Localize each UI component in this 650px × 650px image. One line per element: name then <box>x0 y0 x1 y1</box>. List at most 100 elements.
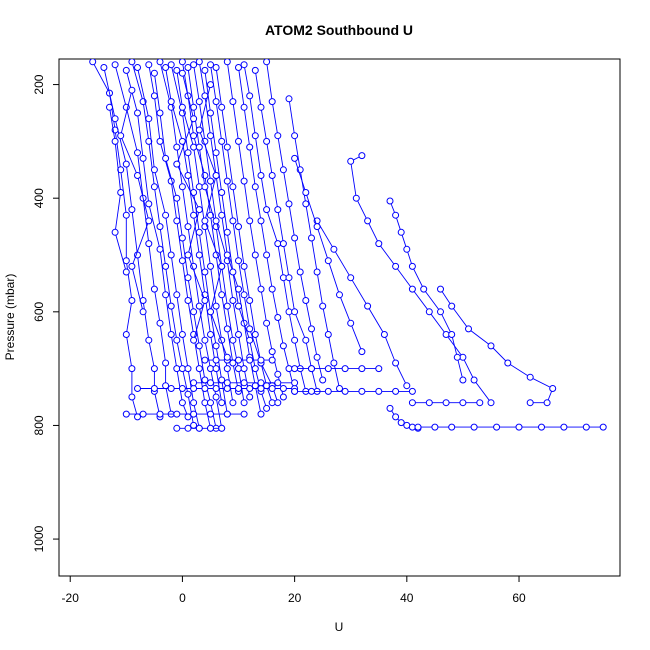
data-point <box>274 399 282 407</box>
data-point <box>195 126 203 134</box>
data-point <box>223 59 231 66</box>
data-point <box>195 59 203 66</box>
data-point <box>251 251 259 259</box>
data-point <box>341 365 349 373</box>
data-point <box>150 166 158 174</box>
data-point <box>145 137 153 145</box>
data-point <box>122 211 130 219</box>
series-3 <box>122 66 192 421</box>
data-point <box>201 297 209 304</box>
data-point <box>470 376 478 384</box>
data-point <box>212 98 220 106</box>
data-point <box>526 373 534 381</box>
data-point <box>134 172 141 179</box>
data-point <box>134 385 141 392</box>
data-point <box>178 257 186 265</box>
data-point <box>134 413 141 421</box>
data-point <box>291 234 299 242</box>
data-point <box>167 331 175 338</box>
series-line <box>114 64 172 415</box>
data-point <box>223 353 231 361</box>
data-point <box>465 325 472 333</box>
data-point <box>408 399 416 407</box>
data-point <box>302 189 310 196</box>
data-point <box>229 217 237 225</box>
data-point <box>408 262 416 270</box>
data-point <box>207 410 214 418</box>
data-point <box>162 359 170 367</box>
data-point <box>201 66 209 74</box>
series-line <box>187 67 245 403</box>
data-point <box>392 211 400 219</box>
data-point <box>195 98 203 106</box>
data-point <box>291 308 299 316</box>
data-point <box>173 424 181 432</box>
data-point <box>178 59 186 66</box>
data-point <box>111 228 119 236</box>
data-point <box>324 257 332 265</box>
data-point <box>218 399 226 407</box>
data-point <box>257 356 265 364</box>
data-point <box>251 66 259 74</box>
data-point <box>599 423 607 431</box>
data-point <box>111 61 119 69</box>
data-point <box>246 92 254 100</box>
data-point <box>173 217 181 225</box>
data-point <box>549 385 557 392</box>
data-point <box>145 240 153 248</box>
data-point <box>207 399 214 407</box>
data-point <box>218 424 226 432</box>
data-point <box>207 61 214 69</box>
data-point <box>122 410 130 418</box>
data-point <box>526 399 534 407</box>
series-13 <box>184 64 248 407</box>
data-point <box>195 424 203 432</box>
data-point <box>223 385 231 392</box>
data-point <box>117 132 125 140</box>
series-4 <box>128 59 198 429</box>
data-point <box>414 423 422 431</box>
series-0 <box>89 59 141 421</box>
data-point <box>487 399 495 407</box>
data-point <box>431 423 439 431</box>
data-point <box>347 274 355 282</box>
data-point <box>201 336 209 344</box>
data-point <box>375 365 383 373</box>
data-point <box>263 206 271 214</box>
series-line <box>288 98 340 389</box>
data-point <box>240 103 248 111</box>
series-5 <box>134 64 203 432</box>
data-point <box>156 319 164 327</box>
data-point <box>397 228 405 236</box>
data-point <box>150 385 158 392</box>
data-point <box>178 331 186 338</box>
data-point <box>162 211 170 219</box>
data-point <box>201 376 209 384</box>
series-9 <box>162 64 226 407</box>
data-point <box>408 387 416 395</box>
series-12 <box>178 59 242 395</box>
series-line <box>254 70 318 392</box>
data-point <box>493 423 501 431</box>
data-point <box>122 257 130 265</box>
data-point <box>184 223 192 231</box>
data-point <box>122 160 130 168</box>
data-point <box>308 387 315 395</box>
series-line <box>103 67 161 417</box>
data-point <box>150 285 158 293</box>
data-point <box>279 393 287 401</box>
data-point <box>212 172 220 179</box>
data-point <box>207 308 214 316</box>
series-2 <box>111 61 175 418</box>
data-point <box>257 285 265 293</box>
data-point <box>167 98 175 106</box>
data-point <box>190 410 198 418</box>
series-29 <box>291 154 366 356</box>
data-point <box>184 390 192 398</box>
data-point <box>235 331 242 338</box>
data-point <box>156 109 164 117</box>
data-point <box>246 297 254 304</box>
data-point <box>184 172 192 179</box>
series-37 <box>173 424 226 432</box>
series-27 <box>313 217 411 390</box>
